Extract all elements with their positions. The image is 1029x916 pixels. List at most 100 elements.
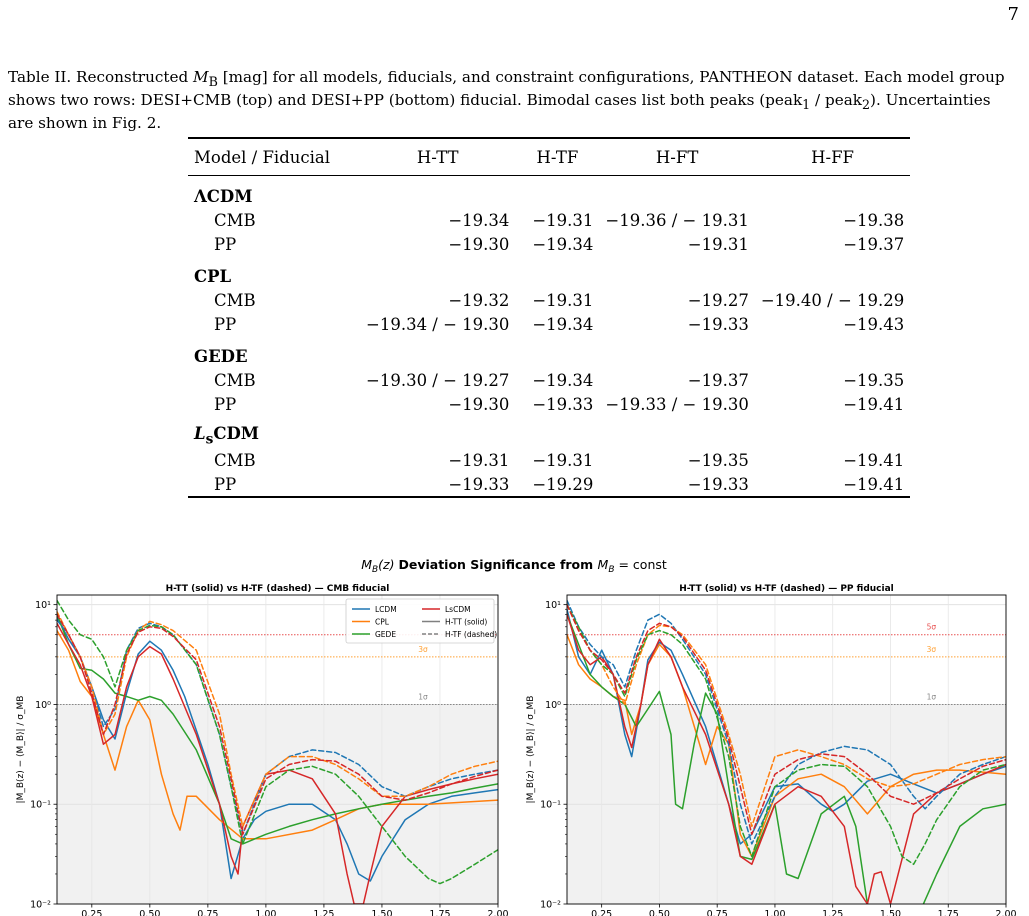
table-cell: −19.34	[532, 234, 594, 254]
col-header-htf: H-TF	[536, 147, 579, 167]
series-line	[57, 622, 498, 904]
col-header-hft: H-FT	[655, 147, 699, 167]
y-tick-label: 10⁻²	[30, 900, 51, 911]
table-cell: −19.33 / − 19.30	[605, 394, 749, 414]
chart-title: H-TT (solid) vs H-TF (dashed) — PP fiduc…	[679, 584, 894, 594]
table-cell: −19.31	[532, 450, 594, 470]
table-row: CMB −19.31 −19.31 −19.35 −19.41	[188, 448, 910, 472]
table-row: PP −19.30 −19.34 −19.31 −19.37	[188, 232, 910, 256]
table-row: CMB −19.34 −19.31 −19.36 / − 19.31 −19.3…	[188, 208, 910, 232]
table-cell: −19.36 / − 19.31	[605, 210, 749, 230]
table-cell: −19.27	[687, 290, 749, 310]
plot-frame	[56, 594, 499, 905]
table-cell: −19.33	[687, 314, 749, 334]
x-tick-label: 1.50	[880, 909, 901, 916]
fiducial-label: PP	[214, 314, 237, 334]
model-row-lscdm: LsCDM	[188, 416, 910, 448]
y-tick-label: 10¹	[545, 600, 561, 611]
table-cell: −19.43	[843, 314, 905, 334]
fiducial-label: PP	[214, 394, 237, 414]
model-label: ΛCDM	[194, 186, 253, 206]
y-tick-label: 10¹	[35, 600, 51, 611]
chart-panel-cmb: 1σ 3σ 0.25 0.50 0.75 1.00 1.25 1.50 1.75 2.00 10⁻²…	[16, 584, 509, 916]
y-tick-label: 10⁰	[545, 700, 561, 711]
x-tick-label: 1.50	[371, 909, 392, 916]
legend-label: CPL	[375, 618, 390, 627]
table-cell: −19.41	[843, 474, 905, 494]
legend-label: H-TT (solid)	[445, 618, 487, 627]
series-line	[567, 603, 1006, 836]
y-axis-label: |M_B(z) − ⟨M_B⟩| / σ_MB	[526, 696, 536, 804]
table-row: CMB −19.30 / − 19.27 −19.34 −19.37 −19.3…	[188, 368, 910, 392]
legend-label: H-TF (dashed)	[445, 630, 497, 639]
table-cell: −19.30	[448, 234, 510, 254]
series-line	[57, 599, 498, 885]
model-row-gede: GEDE	[188, 336, 910, 368]
y-tick-label: 10⁰	[35, 700, 51, 711]
table-header-row: Model / Fiducial H-TT H-TF H-FT H-FF	[188, 138, 911, 176]
fiducial-label: PP	[214, 474, 237, 494]
table-cell: −19.31	[687, 234, 749, 254]
table-cell: −19.34	[532, 314, 594, 334]
table-cell: −19.31	[448, 450, 510, 470]
fiducial-label: CMB	[214, 450, 256, 470]
fiducial-label: CMB	[214, 210, 256, 230]
model-row-cpl: CPL	[188, 256, 910, 288]
x-tick-label: 1.75	[429, 909, 450, 916]
table-cell: −19.40 / − 19.29	[760, 290, 905, 310]
chart-panel-pp: 1σ 3σ 5σ 0.25 0.50 0.75 1.00 1.25 1.50 1.75 2.00 10…	[526, 584, 1017, 916]
table-cell: −19.37	[687, 370, 749, 390]
series-group	[57, 599, 498, 904]
table-cell: −19.34	[448, 210, 510, 230]
legend-label: LsCDM	[445, 605, 471, 614]
threshold-label: 1σ	[927, 692, 937, 701]
figure: MB(z) Deviation Significance from MB = c…	[16, 557, 1017, 916]
legend-box	[345, 598, 495, 644]
table-cell: −19.31	[532, 210, 594, 230]
x-tick-label: 0.50	[649, 909, 670, 916]
threshold-label: 1σ	[418, 692, 428, 701]
threshold-label: 3σ	[927, 645, 937, 654]
table-cell: −19.41	[843, 450, 905, 470]
y-axis-label: |M_B(z) − ⟨M_B⟩| / σ_MB	[16, 696, 26, 804]
table-cell: −19.38	[843, 210, 905, 230]
table-cell: −19.37	[843, 234, 905, 254]
x-tick-label: 1.00	[255, 909, 276, 916]
series-line	[567, 603, 1006, 828]
table-cell: −19.32	[448, 290, 510, 310]
fiducial-label: CMB	[214, 290, 256, 310]
series-group	[567, 599, 1006, 904]
table-cell: −19.34	[532, 370, 594, 390]
series-line	[57, 616, 498, 882]
table-cell: −19.33	[532, 394, 594, 414]
y-tick-label: 10⁻²	[540, 900, 561, 911]
y-tick-label: 10⁻¹	[540, 800, 561, 811]
table-row: PP −19.33 −19.29 −19.33 −19.41	[188, 472, 911, 497]
model-label: GEDE	[194, 346, 248, 366]
model-row-lcdm: ΛCDM	[188, 176, 910, 209]
model-label: LsCDM	[194, 424, 260, 448]
table-cell: −19.31	[532, 290, 594, 310]
x-tick-label: 0.75	[707, 909, 728, 916]
threshold-label: 3σ	[418, 645, 428, 654]
fiducial-label: CMB	[214, 370, 256, 390]
threshold-label: 5σ	[927, 623, 937, 632]
table-row: PP −19.34 / − 19.30 −19.34 −19.33 −19.43	[188, 312, 910, 336]
plot-frame	[566, 594, 1007, 905]
legend-label: LCDM	[375, 605, 397, 614]
table-row: CMB −19.32 −19.31 −19.27 −19.40 / − 19.2…	[188, 288, 910, 312]
model-label: CPL	[194, 266, 232, 286]
x-tick-label: 1.25	[313, 909, 334, 916]
x-tick-label: 2.00	[995, 909, 1016, 916]
x-tick-label: 0.25	[81, 909, 102, 916]
table-cell: −19.30	[448, 394, 510, 414]
table-cell: −19.34 / − 19.30	[366, 314, 510, 334]
series-line	[567, 599, 1006, 845]
series-line	[567, 613, 1006, 904]
col-header-hff: H-FF	[811, 147, 854, 167]
chart-title: H-TT (solid) vs H-TF (dashed) — CMB fidu…	[166, 584, 390, 594]
fiducial-label: PP	[214, 234, 237, 254]
table-caption: Table II. Reconstructed MB [mag] for all…	[8, 68, 1005, 133]
table-cell: −19.29	[532, 474, 594, 494]
series-line	[57, 613, 498, 836]
